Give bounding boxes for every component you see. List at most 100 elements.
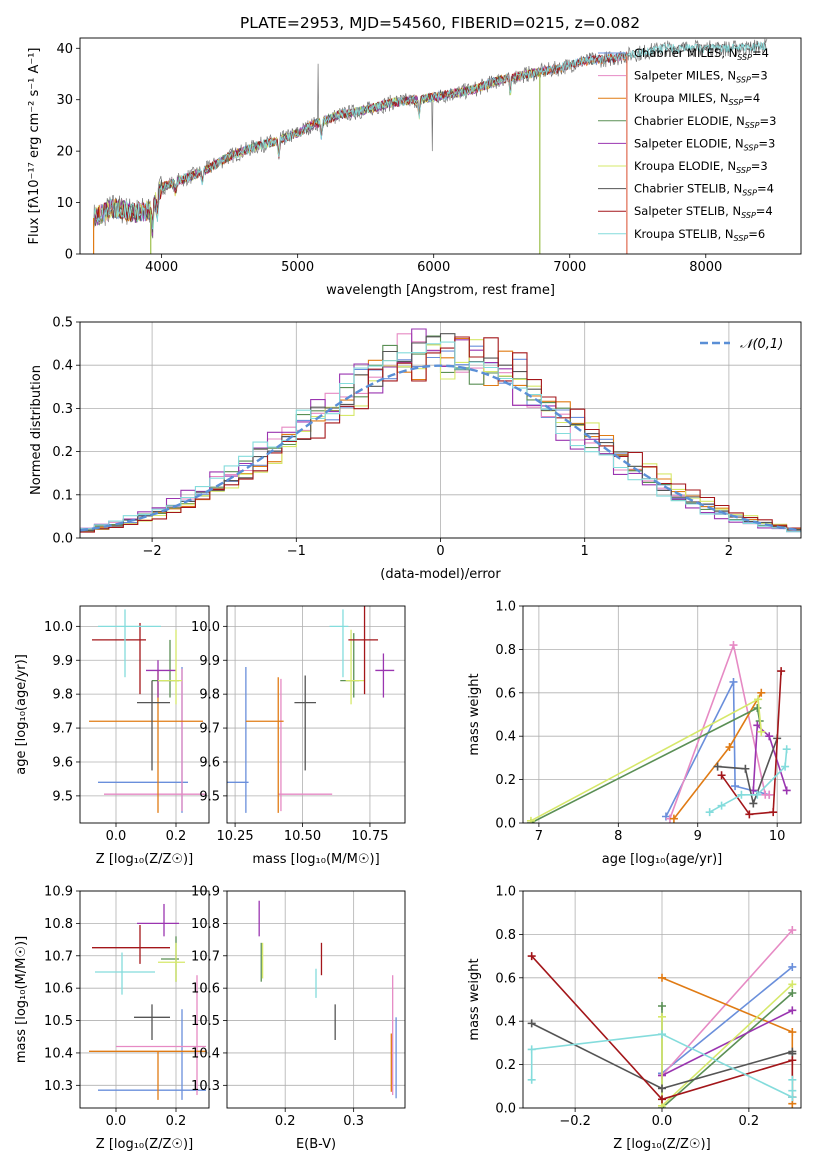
x-axis-label: (data-model)/error [380, 567, 501, 582]
weight-marker-kroupa-stelib [658, 1030, 666, 1039]
weight-line-chabrier-stelib [717, 738, 778, 807]
spectrum-chart: 4000 5000 6000 7000 8000 0 10 20 30 40 wavelength … [27, 37, 802, 298]
x-tick-label: 0.3 [343, 1114, 364, 1129]
y-tick-label: 10.3 [191, 1079, 220, 1094]
weight-marker-salpeter-elodie [782, 786, 791, 795]
y-tick-label: 0.6 [495, 686, 516, 701]
x-tick-label: 6000 [417, 260, 450, 275]
x-axis-label: E(B-V) [296, 1137, 336, 1152]
spectrum-legend: Chabrier MILES, NSSP=4 Salpeter MILES, NS… [598, 46, 776, 243]
mass-vs-EBV-plot-area [258, 900, 397, 1099]
x-tick-label: 10 [769, 829, 786, 844]
y-tick-label: 9.8 [52, 688, 73, 703]
weight-marker-kroupa-elodie [757, 727, 766, 736]
errorbar-chabrier-miles [98, 1009, 206, 1100]
weight-marker-kroupa-stelib [781, 762, 790, 771]
weight-marker-chabrier-stelib [749, 799, 758, 808]
x-tick-label: 8000 [689, 260, 722, 275]
y-tick-label: 9.5 [199, 789, 220, 804]
spectrum-plot-area [93, 38, 768, 254]
y-tick-label: 0.4 [52, 359, 73, 374]
y-axis-label: Flux [fλ10⁻¹⁷ erg cm⁻² s⁻¹ A⁻¹] [27, 48, 42, 245]
x-tick-label: 2 [725, 544, 733, 559]
errorbar-salpeter-miles [104, 668, 206, 812]
weight-marker-chabrier-stelib [741, 764, 750, 773]
y-tick-label: 10.6 [44, 982, 73, 997]
y-tick-label: 9.9 [52, 654, 73, 669]
legend-label: Kroupa ELODIE, NSSP=3 [634, 159, 768, 175]
x-tick-label: 0.2 [166, 1114, 187, 1129]
errorbar-kroupa-stelib [98, 609, 161, 678]
weight-marker-kroupa-miles [757, 688, 766, 697]
x-tick-label: 8 [614, 829, 622, 844]
y-tick-label: 0 [65, 248, 73, 263]
figure-title: PLATE=2953, MJD=54560, FIBERID=0215, z=0… [240, 14, 640, 32]
legend-label: Chabrier STELIB, NSSP=4 [634, 182, 774, 198]
x-tick-label: 0.2 [166, 829, 187, 844]
weight-line-kroupa-miles [661, 977, 794, 1104]
x-tick-label: 4000 [145, 260, 178, 275]
x-tick-label: 10.25 [216, 829, 253, 844]
errorbar-salpeter-stelib [348, 606, 379, 695]
y-tick-label: 10.5 [44, 1014, 73, 1029]
y-tick-label: 10.7 [44, 949, 73, 964]
weight-marker-kroupa-miles [725, 743, 734, 752]
weight-line-salpeter-elodie [752, 723, 788, 791]
weight-marker-chabrier-miles [731, 782, 740, 791]
errorbar-salpeter-miles [278, 678, 333, 812]
y-tick-label: 10.9 [191, 885, 220, 900]
errorbar-chabrier-miles [227, 667, 249, 813]
y-tick-label: 1.0 [495, 885, 516, 900]
x-tick-label: 0.0 [106, 829, 127, 844]
legend-label: Chabrier ELODIE, NSSP=3 [634, 114, 776, 130]
model-spectrum-kroupa-stelib-n-ssp-6 [93, 41, 768, 230]
axes-frame [522, 890, 802, 1109]
y-tick-label: 0.0 [495, 817, 516, 832]
y-axis-label: mass weight [467, 673, 482, 755]
weight-vs-Z-chart: −0.2 0.0 0.2 0.0 0.2 0.4 0.6 0.8 1.0 Z [log₁₀(Z/Z… [467, 885, 802, 1152]
y-tick-label: 0.8 [495, 928, 516, 943]
weight-marker-salpeter-miles [788, 926, 797, 935]
y-tick-label: 10.3 [44, 1079, 73, 1094]
weight-marker-salpeter-stelib [788, 1056, 797, 1065]
x-tick-label: −0.2 [559, 1114, 591, 1129]
errorbar-chabrier-miles [98, 667, 188, 813]
y-tick-label: 0.2 [52, 445, 73, 460]
errorbar-chabrier-stelib [134, 1004, 170, 1040]
y-tick-label: 10.0 [191, 620, 220, 635]
weight-line-salpeter-miles [661, 929, 793, 1077]
errorbar-kroupa-miles [245, 677, 284, 813]
residuals-plot-area [80, 328, 801, 533]
y-tick-label: 10.7 [191, 949, 220, 964]
errorbar-chabrier-stelib [294, 675, 316, 771]
errorbar-kroupa-elodie [158, 942, 185, 982]
mass-vs-Z-chart: 0.0 0.2 10.3 10.4 10.5 10.6 10.7 10.8 10.9 Z [log… [14, 885, 210, 1152]
weight-marker-chabrier-miles [788, 962, 797, 971]
x-axis-label: Z [log₁₀(Z/Z☉)] [96, 1137, 193, 1152]
weight-line-salpeter-stelib [720, 671, 782, 816]
axes-frame [79, 321, 802, 539]
weight-marker-kroupa-miles [669, 814, 678, 823]
y-tick-label: 9.7 [199, 722, 220, 737]
errorbar-salpeter-elodie [137, 903, 179, 937]
weight-marker-salpeter-stelib [745, 810, 754, 819]
model-spectrum-chabrier-miles-n-ssp-4 [93, 52, 627, 229]
weight-marker-salpeter-stelib [769, 808, 778, 817]
y-tick-label: 20 [56, 145, 73, 160]
histogram-salpeter-stelib [80, 336, 801, 533]
errorbar-kroupa-elodie [345, 629, 365, 705]
errorbar-salpeter-elodie [375, 653, 395, 698]
age-vs-Z-chart: 0.0 0.2 9.5 9.6 9.7 9.8 9.9 10.0 Z [log₁₀(Z/Z☉)]… [14, 605, 210, 867]
mass-vs-Z-plot-area [89, 903, 206, 1100]
legend-label: Kroupa STELIB, NSSP=6 [634, 227, 765, 243]
legend-label: Salpeter ELODIE, NSSP=3 [634, 136, 775, 152]
y-tick-label: 1.0 [495, 600, 516, 615]
y-tick-label: 9.9 [199, 654, 220, 669]
errorbar-kroupa-elodie [158, 629, 182, 705]
errorbar-kroupa-stelib [329, 609, 349, 678]
y-tick-label: 9.6 [52, 755, 73, 770]
x-tick-label: 0.2 [275, 1114, 296, 1129]
x-tick-label: 7000 [553, 260, 586, 275]
y-tick-label: 40 [56, 42, 73, 57]
weight-line-chabrier-miles [661, 966, 793, 1074]
